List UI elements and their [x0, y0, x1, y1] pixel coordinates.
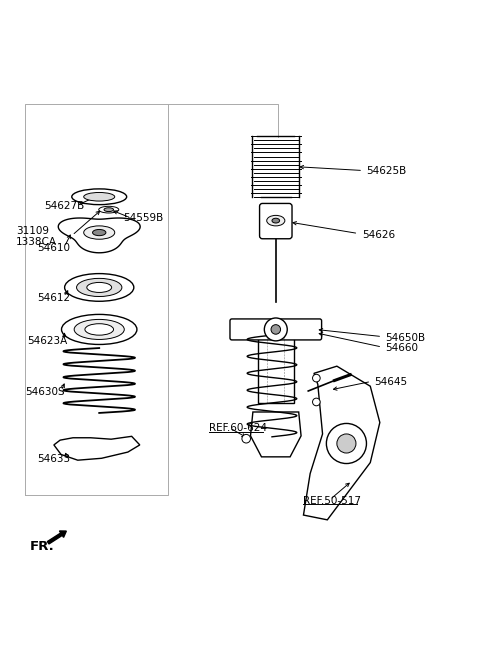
Text: 54623A: 54623A — [28, 337, 68, 346]
FancyArrow shape — [48, 531, 66, 544]
Polygon shape — [251, 412, 301, 457]
Text: 54630S: 54630S — [25, 388, 65, 398]
Text: 54650B: 54650B — [385, 333, 426, 342]
Ellipse shape — [93, 230, 106, 236]
Text: 54625B: 54625B — [366, 167, 407, 176]
Ellipse shape — [87, 283, 112, 293]
Circle shape — [337, 434, 356, 453]
Text: 54645: 54645 — [374, 377, 408, 387]
Circle shape — [242, 434, 251, 443]
Polygon shape — [54, 436, 140, 461]
Text: REF.50-517: REF.50-517 — [303, 496, 361, 506]
Ellipse shape — [85, 323, 114, 335]
Circle shape — [312, 398, 320, 406]
Ellipse shape — [104, 208, 114, 211]
Text: 54559B: 54559B — [123, 213, 163, 223]
Text: 54626: 54626 — [362, 230, 395, 240]
FancyBboxPatch shape — [260, 203, 292, 239]
Ellipse shape — [76, 278, 122, 297]
Circle shape — [264, 318, 287, 341]
Text: 54610: 54610 — [37, 243, 70, 253]
Ellipse shape — [84, 192, 115, 201]
Text: 54660: 54660 — [385, 343, 419, 353]
Ellipse shape — [267, 215, 285, 226]
Text: REF.60-624: REF.60-624 — [209, 423, 267, 433]
Circle shape — [271, 325, 281, 334]
Ellipse shape — [65, 274, 134, 301]
Circle shape — [312, 375, 320, 382]
Ellipse shape — [61, 314, 137, 344]
Text: 54612: 54612 — [37, 293, 70, 304]
Text: FR.: FR. — [30, 540, 55, 552]
Polygon shape — [58, 218, 140, 253]
Polygon shape — [303, 366, 380, 520]
Circle shape — [326, 423, 366, 464]
Bar — [258, 329, 294, 403]
Ellipse shape — [74, 319, 124, 339]
FancyBboxPatch shape — [230, 319, 322, 340]
Ellipse shape — [272, 218, 280, 223]
Text: 54627B: 54627B — [44, 201, 84, 211]
Ellipse shape — [84, 226, 115, 239]
Ellipse shape — [72, 189, 127, 205]
Text: 31109
1338CA: 31109 1338CA — [16, 226, 57, 247]
Text: 54633: 54633 — [37, 454, 70, 464]
Ellipse shape — [99, 206, 119, 213]
